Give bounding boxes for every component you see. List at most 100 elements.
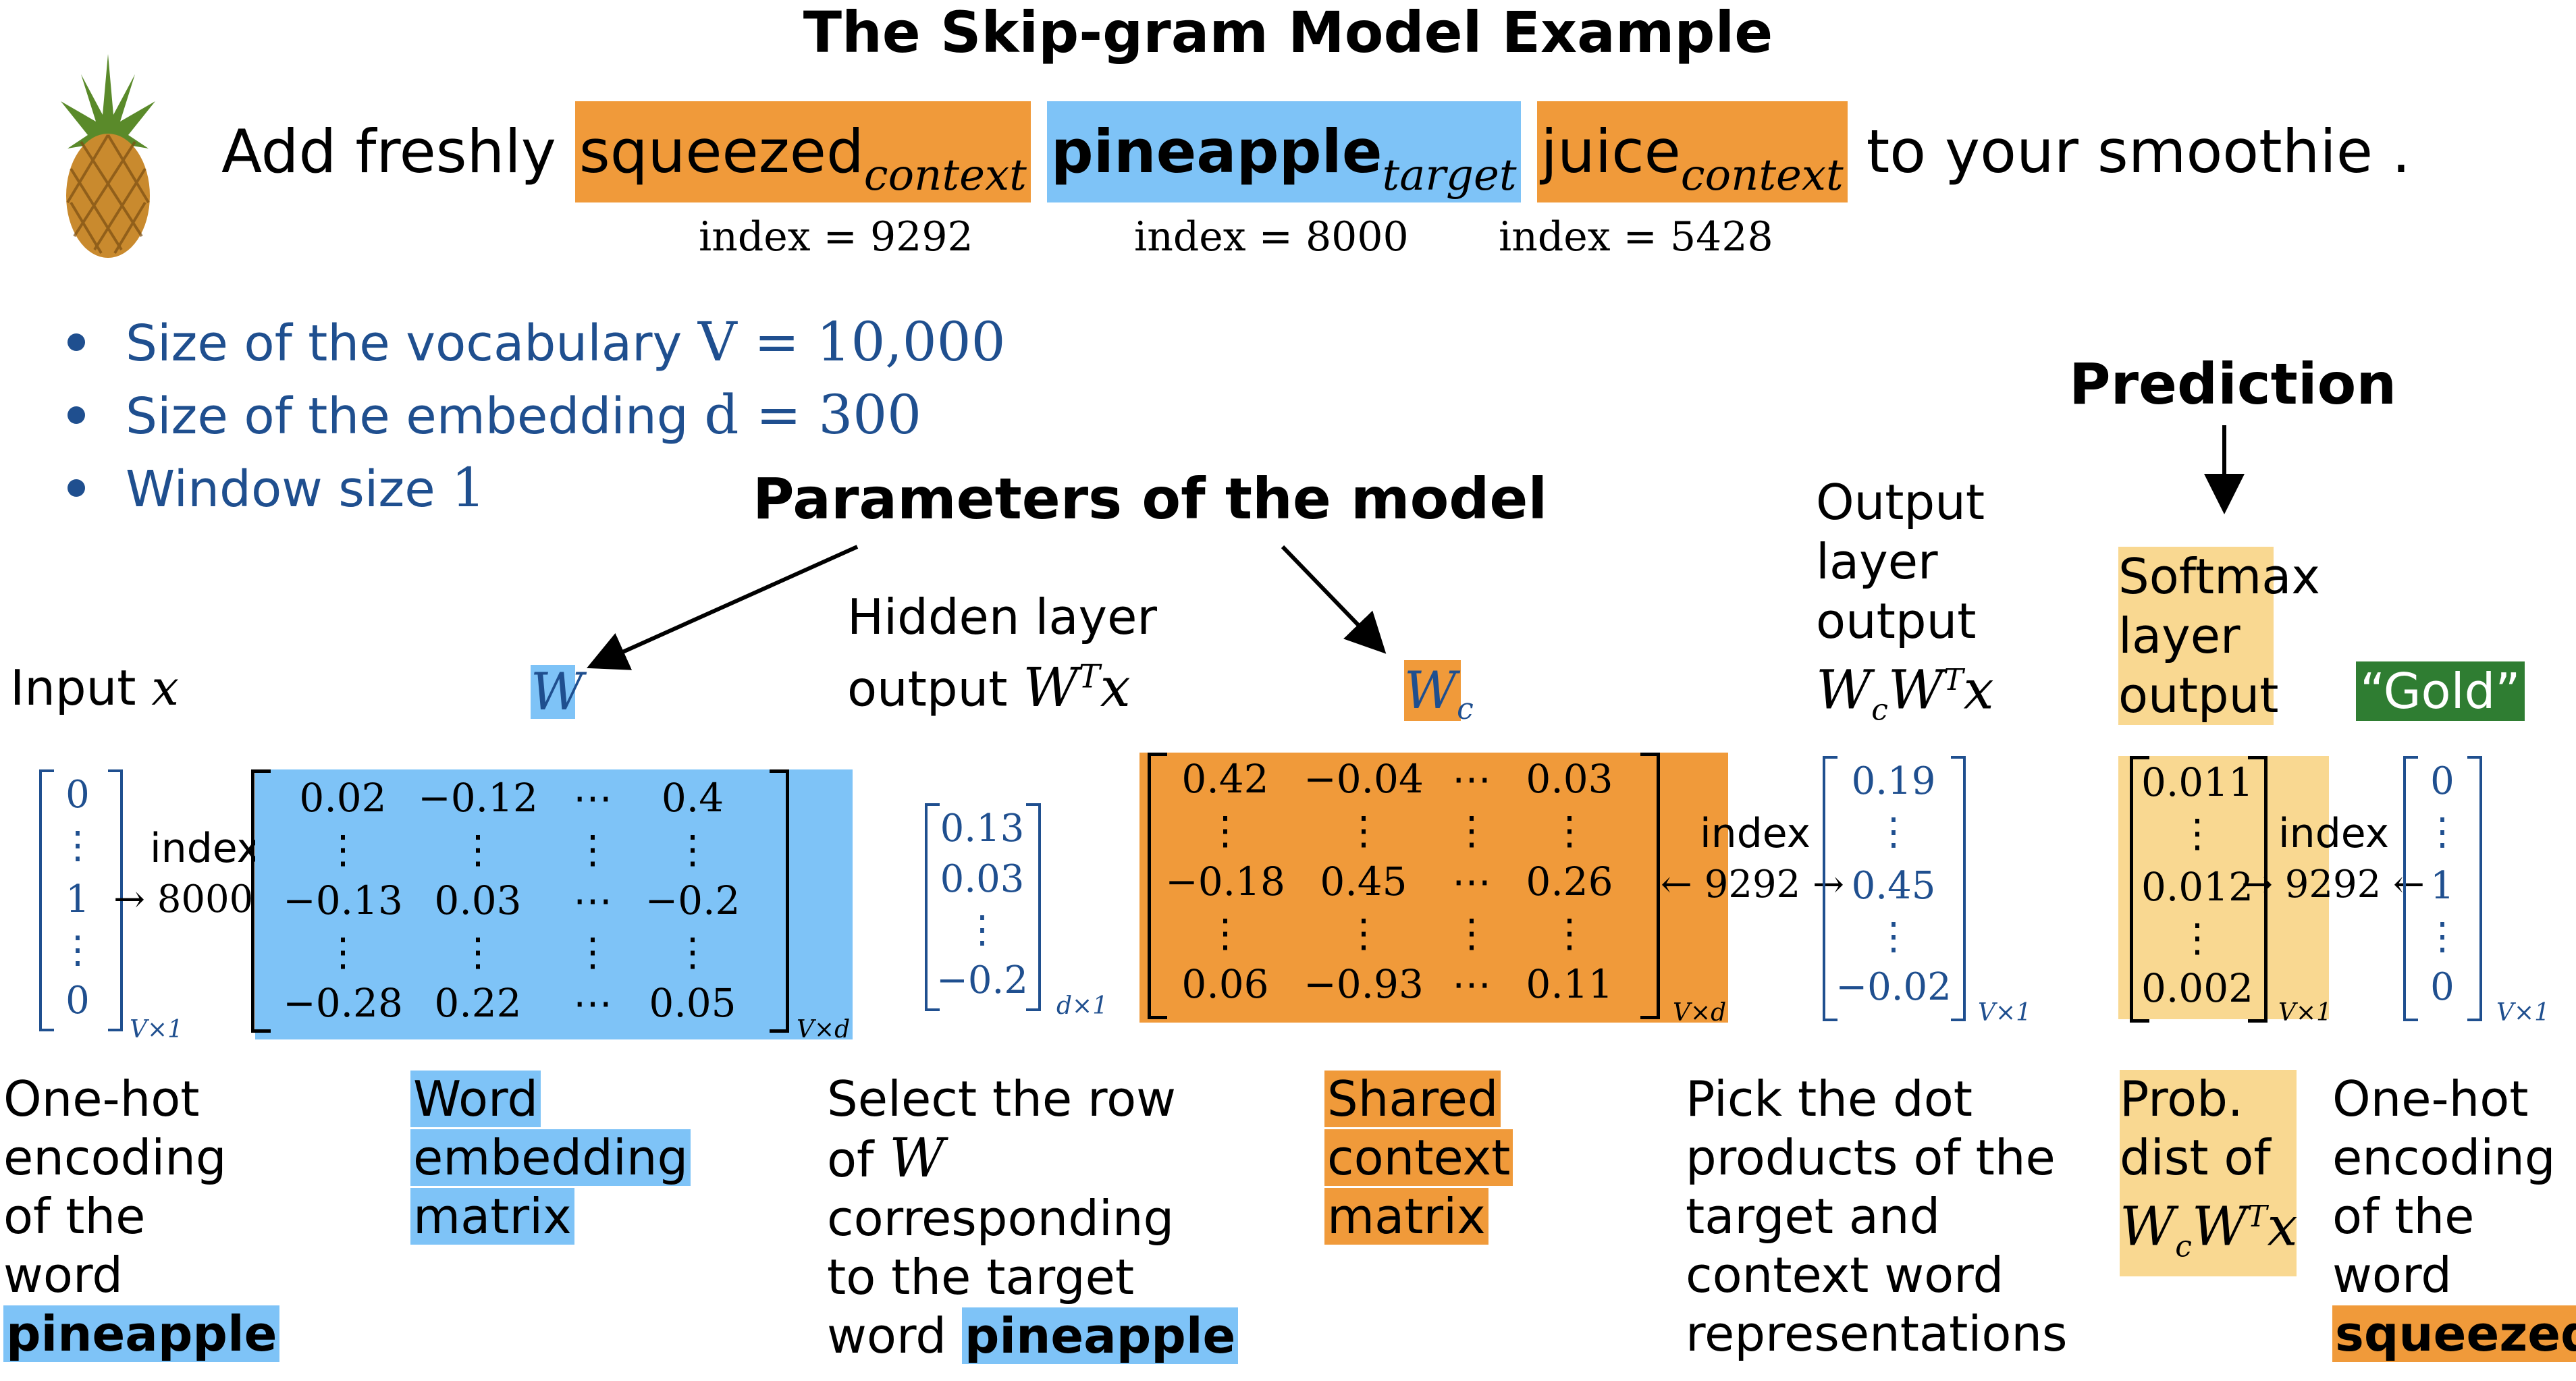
- output-v2: 0.45: [1851, 864, 1936, 908]
- softmax-bracket-right: [2248, 756, 2268, 1023]
- wc-matrix-cell: ⋯: [1452, 756, 1491, 802]
- wc-matrix-cell: ⋮: [1550, 807, 1589, 853]
- index-label-1: index: [150, 825, 261, 872]
- caption-onehot-target: One-hot encoding of the word pineapple: [3, 1070, 280, 1363]
- Wc-label: Wc: [1404, 660, 1474, 727]
- caption-prob-dist: Prob. dist of WcWTx: [2120, 1070, 2298, 1276]
- wc-matrix-cell: 0.06: [1181, 961, 1269, 1007]
- wc-matrix-cell: ⋯: [1452, 859, 1491, 904]
- w-matrix-cell: 0.05: [649, 980, 736, 1026]
- W-bracket-right: [770, 769, 789, 1033]
- output-bracket-left: [1823, 756, 1837, 1021]
- softmax-dim: V×1: [2278, 999, 2332, 1027]
- gold-bracket-left: [2403, 756, 2418, 1021]
- wc-matrix-cell: ⋮: [1452, 910, 1491, 956]
- w-matrix-cell: −0.2: [645, 877, 741, 923]
- caption-onehot-context: One-hot encoding of the word squeezed: [2332, 1070, 2576, 1363]
- wc-matrix-cell: ⋮: [1550, 910, 1589, 956]
- arrow-to-Wc: [1281, 545, 1387, 654]
- w-matrix-cell: −0.28: [283, 980, 403, 1026]
- wc-matrix-cell: ⋮: [1344, 910, 1383, 956]
- wc-matrix-cell: 0.26: [1526, 859, 1613, 904]
- softmax-v0: 0.011: [2141, 759, 2254, 805]
- input-dim: V×1: [130, 1016, 184, 1044]
- hidden-v3: −0.2: [936, 958, 1028, 1002]
- wc-matrix-cell: 0.45: [1320, 859, 1407, 904]
- sentence-suffix: to your smoothie .: [1866, 117, 2411, 186]
- bullet-vocab: Size of the vocabulary V = 10,000: [68, 310, 1005, 373]
- softmax-v2: 0.012: [2141, 864, 2254, 910]
- Wc-dim: V×d: [1673, 999, 1727, 1027]
- input-bracket-left: [39, 769, 54, 1031]
- w-matrix-cell: −0.13: [283, 877, 403, 923]
- w-matrix-cell: ⋮: [323, 929, 363, 975]
- w-matrix-cell: ⋮: [458, 826, 498, 872]
- softmax-label: Softmax layer output: [2118, 547, 2320, 725]
- softmax-bg: [2118, 756, 2329, 1019]
- w-matrix-cell: ⋮: [573, 929, 612, 975]
- w-matrix-cell: ⋮: [673, 929, 712, 975]
- wc-matrix-cell: −0.18: [1165, 859, 1285, 904]
- w-matrix-cell: 0.03: [434, 877, 522, 923]
- arrow-9292-a: ← 9292 →: [1661, 863, 1844, 906]
- sentence-prefix: Add freshly: [221, 117, 556, 186]
- output-v4: −0.02: [1835, 965, 1952, 1009]
- input-v1: ⋮: [59, 823, 97, 867]
- gold-v2: 1: [2430, 864, 2454, 908]
- hidden-label: Hidden layer output WTx: [847, 589, 1157, 719]
- Wc-bracket-left: [1148, 753, 1167, 1019]
- target-index: index = 8000: [1134, 213, 1409, 261]
- w-matrix-cell: ⋮: [323, 826, 363, 872]
- input-v0: 0: [65, 773, 90, 817]
- context1-index: index = 9292: [699, 213, 973, 261]
- w-matrix-cell: ⋯: [573, 980, 612, 1026]
- output-v1: ⋮: [1875, 810, 1912, 854]
- input-v3: ⋮: [59, 928, 97, 972]
- caption-shared-context: Shared context matrix: [1324, 1070, 1513, 1246]
- input-v2: 1: [65, 877, 90, 921]
- softmax-v3: ⋮: [2178, 915, 2217, 960]
- bullet-window: Window size 1: [68, 456, 485, 519]
- caption-pick-dot: Pick the dot products of the target and …: [1686, 1071, 2068, 1362]
- wc-matrix-cell: ⋮: [1206, 910, 1245, 956]
- hidden-bracket-right: [1026, 803, 1041, 1011]
- output-v3: ⋮: [1875, 915, 1912, 958]
- gold-dim: V×1: [2496, 999, 2550, 1027]
- W-dim: V×d: [797, 1016, 851, 1044]
- input-v4: 0: [65, 979, 90, 1023]
- gold-v3: ⋮: [2423, 915, 2461, 958]
- W-matrix-bg: [255, 769, 853, 1039]
- arrow-9292-b: → 9292 ←: [2241, 863, 2425, 906]
- output-v0: 0.19: [1851, 759, 1936, 803]
- output-dim: V×1: [1978, 999, 2032, 1027]
- w-matrix-cell: ⋮: [573, 826, 612, 872]
- hidden-v2: ⋮: [963, 908, 1001, 952]
- input-label: Input x: [10, 659, 179, 716]
- w-matrix-cell: ⋮: [458, 929, 498, 975]
- prediction-heading: Prediction: [2069, 351, 2397, 417]
- wc-matrix-cell: 0.11: [1526, 961, 1613, 1007]
- caption-embedding: Word embedding matrix: [410, 1070, 691, 1246]
- input-bracket-right: [108, 769, 123, 1031]
- w-matrix-cell: 0.02: [299, 775, 387, 821]
- gold-bracket-right: [2467, 756, 2482, 1021]
- softmax-v4: 0.002: [2141, 965, 2254, 1011]
- wc-matrix-cell: ⋮: [1344, 807, 1383, 853]
- context-word-2: juicecontext: [1536, 101, 1848, 202]
- bullet-embedding: Size of the embedding d = 300: [68, 383, 921, 446]
- hidden-v1: 0.03: [940, 857, 1025, 901]
- index-label-2: index: [1700, 810, 1811, 857]
- hidden-bracket-left: [925, 803, 940, 1011]
- wc-matrix-cell: ⋮: [1206, 807, 1245, 853]
- w-matrix-cell: ⋯: [573, 775, 612, 821]
- Wc-bracket-right: [1640, 753, 1660, 1019]
- w-matrix-cell: ⋮: [673, 826, 712, 872]
- gold-v4: 0: [2430, 965, 2454, 1009]
- wc-matrix-cell: ⋮: [1452, 807, 1491, 853]
- Wc-matrix-bg: [1139, 753, 1728, 1023]
- index-label-3: index: [2278, 810, 2390, 857]
- gold-label: “Gold”: [2356, 661, 2525, 721]
- gold-v0: 0: [2430, 759, 2454, 803]
- wc-matrix-cell: 0.03: [1526, 756, 1613, 802]
- wc-matrix-cell: −0.93: [1304, 961, 1424, 1007]
